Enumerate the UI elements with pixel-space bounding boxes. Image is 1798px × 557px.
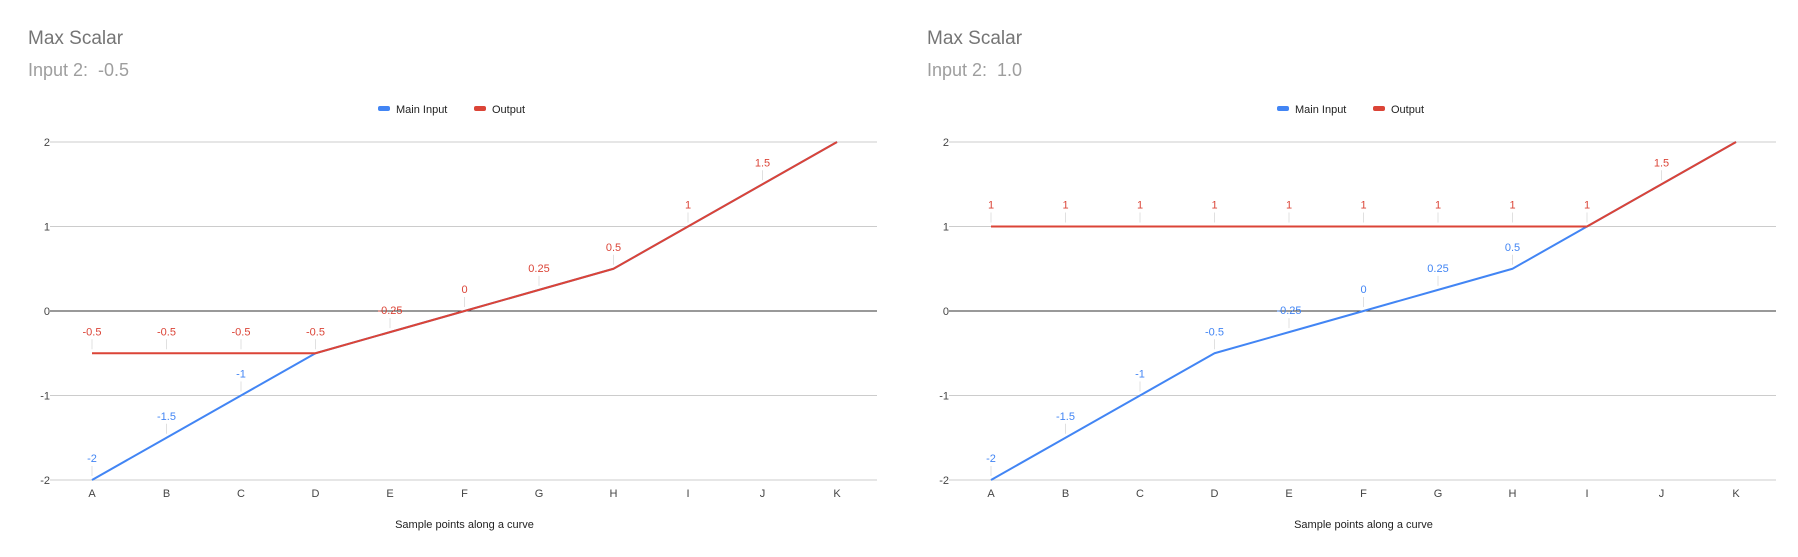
x-tick-label: K	[833, 488, 841, 500]
data-label: -0.5	[306, 326, 325, 338]
data-label: 1.5	[1654, 157, 1669, 169]
data-label: 1	[988, 200, 994, 212]
y-tick-label: 0	[943, 306, 949, 318]
data-label: -0.5	[157, 326, 176, 338]
x-axis-title: Sample points along a curve	[1294, 519, 1433, 531]
y-tick-label: -1	[939, 391, 949, 403]
x-tick-label: A	[987, 488, 995, 500]
legend-label: Main Input	[396, 104, 447, 116]
y-tick-label: 1	[943, 222, 949, 234]
x-tick-label: B	[1062, 488, 1069, 500]
x-tick-label: G	[1434, 488, 1443, 500]
legend-swatch	[1277, 106, 1289, 111]
legend-swatch	[1373, 106, 1385, 111]
data-label: -1.5	[1056, 411, 1075, 423]
data-label: 1	[1509, 200, 1515, 212]
data-label: -1	[1135, 369, 1145, 381]
data-label: 1	[1286, 200, 1292, 212]
chart-title: Max Scalar	[927, 28, 1023, 49]
x-tick-label: D	[1211, 488, 1219, 500]
legend-label: Output	[492, 104, 525, 116]
data-label: -0.25	[1276, 305, 1301, 317]
x-tick-label: H	[1509, 488, 1517, 500]
data-label: 1	[1584, 200, 1590, 212]
legend-swatch	[474, 106, 486, 111]
x-tick-label: A	[88, 488, 96, 500]
data-label: -2	[986, 453, 996, 465]
data-label: 0.25	[528, 263, 549, 275]
x-tick-label: J	[1659, 488, 1665, 500]
data-label: 1	[1137, 200, 1143, 212]
x-tick-label: C	[237, 488, 245, 500]
y-tick-label: -1	[40, 391, 50, 403]
series-line-output	[92, 141, 838, 355]
x-tick-label: K	[1732, 488, 1740, 500]
data-label: 0	[461, 284, 467, 296]
y-tick-label: 1	[44, 222, 50, 234]
y-tick-label: -2	[40, 475, 50, 487]
x-tick-label: E	[386, 488, 393, 500]
legend-swatch	[378, 106, 390, 111]
y-tick-label: 2	[44, 137, 50, 149]
data-label: -0.5	[232, 326, 251, 338]
data-label: 0.5	[606, 242, 621, 254]
x-axis-title: Sample points along a curve	[395, 519, 534, 531]
legend-label: Output	[1391, 104, 1424, 116]
y-tick-label: -2	[939, 475, 949, 487]
data-label: 0.5	[1505, 242, 1520, 254]
x-tick-label: I	[686, 488, 689, 500]
data-label: -2	[87, 453, 97, 465]
y-tick-label: 2	[943, 137, 949, 149]
x-tick-label: F	[1360, 488, 1367, 500]
x-tick-label: D	[312, 488, 320, 500]
data-label: 1	[1062, 200, 1068, 212]
data-label: -1.5	[157, 411, 176, 423]
y-tick-label: 0	[44, 306, 50, 318]
x-tick-label: E	[1285, 488, 1292, 500]
chart-title: Max Scalar	[28, 28, 124, 49]
x-tick-label: G	[535, 488, 544, 500]
x-tick-label: J	[760, 488, 766, 500]
x-tick-label: C	[1136, 488, 1144, 500]
chart-svg: 2 1 0 -1 -2 A B C D E F G H I J K Sample points along a …	[40, 104, 877, 531]
chart-panel-input-2-1-0: Max Scalar Input 2: 1.0 2 1 0 -1 -2 A B C D E F G H I…	[899, 0, 1798, 557]
data-label: 1	[685, 200, 691, 212]
chart-subtitle: Input 2: -0.5	[28, 60, 130, 80]
data-label: 1.5	[755, 157, 770, 169]
data-label: 1	[1435, 200, 1441, 212]
data-label: -1	[236, 369, 246, 381]
chart-svg: 2 1 0 -1 -2 A B C D E F G H I J K Sample points along a …	[939, 104, 1776, 531]
data-label: 0.25	[1427, 263, 1448, 275]
data-label: -0.5	[1205, 326, 1224, 338]
chart-panel-input-2-neg-0-5: Max Scalar Input 2: -0.5 2 1 0 -1 -2 A B C D E F G H…	[28, 28, 877, 531]
series-line-output	[991, 141, 1737, 228]
data-label: -0.25	[377, 305, 402, 317]
data-label: 1	[1211, 200, 1217, 212]
data-label: 1	[1360, 200, 1366, 212]
x-tick-label: F	[461, 488, 468, 500]
chart-subtitle: Input 2: 1.0	[927, 60, 1023, 80]
x-tick-label: B	[163, 488, 170, 500]
legend-label: Main Input	[1295, 104, 1346, 116]
x-tick-label: H	[610, 488, 618, 500]
x-tick-label: I	[1585, 488, 1588, 500]
data-label: -0.5	[83, 326, 102, 338]
data-label: 0	[1360, 284, 1366, 296]
